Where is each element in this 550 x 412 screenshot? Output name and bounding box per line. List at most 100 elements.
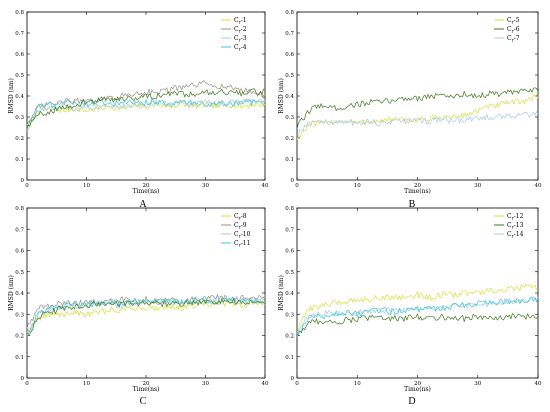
y-tick-label: 0.3 [285,115,294,121]
panel-A: 0 0.1 0.2 0.3 0.4 0.5 0.6 0.7 0.8 0 10 20 30 40 RMSD (… [8,10,269,195]
y-tick-label: 0 [21,376,25,382]
x-tick-label: 40 [262,381,269,387]
y-tick-label: 0.5 [285,73,294,79]
y-tick-label: 0.7 [285,31,294,37]
panel-C: 0 0.1 0.2 0.3 0.4 0.5 0.6 0.7 0.8 0 10 20 30 40 RMSD (… [8,206,269,393]
y-tick-label: 0.2 [15,136,24,142]
y-tick-label: 0.1 [285,157,294,163]
x-axis-title: Time(ns) [133,188,160,195]
y-tick-label: 0.1 [285,355,294,361]
legend-entry: Cr-7 [507,35,520,44]
x-tick-label: 10 [354,183,361,189]
x-tick-label: 20 [414,183,421,189]
y-tick-label: 0.8 [285,206,294,212]
legend-entry: Cr-14 [507,231,524,240]
legend-entry: Cr-2 [234,26,247,35]
x-tick-label: 20 [143,183,150,189]
plot-frame [296,11,539,181]
series-line-Cr-ref [26,88,266,130]
series-line-Cr-8 [26,300,266,333]
series-line-Cr-ref [26,298,266,337]
panel-letter: C [140,396,147,407]
x-tick-label: 30 [202,381,209,387]
series-line-Cr-7 [296,111,539,136]
x-tick-label: 0 [295,381,299,387]
y-tick-label: 0.8 [15,10,24,16]
x-tick-label: 0 [25,183,29,189]
panel-letter: B [409,199,416,210]
plot-frame [26,11,266,181]
x-tick-label: 10 [354,381,361,387]
y-axis-title: RMSD (nm) [278,275,285,311]
y-tick-label: 0.4 [285,291,294,297]
x-axis-title: Time(ns) [404,386,431,393]
y-axis-title: RMSD (nm) [8,275,15,311]
legend-entry: Cr-3 [234,35,247,44]
series-line-Cr-6 [296,87,539,129]
y-tick-label: 0.1 [15,355,24,361]
legend-entry: Cr-1 [234,17,247,26]
x-tick-label: 0 [25,381,29,387]
legend-entry: Cr-6 [507,26,520,35]
y-tick-label: 0.6 [15,52,24,58]
y-tick-label: 0.1 [15,157,24,163]
series-line-Cr-cyan [296,297,539,337]
y-tick-label: 0.6 [15,249,24,255]
y-tick-label: 0.2 [15,334,24,340]
y-tick-label: 0.4 [285,94,294,100]
y-tick-label: 0.4 [15,94,24,100]
series-line-Cr-11 [26,296,266,335]
y-tick-label: 0.8 [285,10,294,16]
series-line-Cr-3 [26,98,266,132]
y-tick-label: 0 [291,376,295,382]
legend-entry: Cr-4 [234,44,247,53]
x-tick-label: 40 [535,183,542,189]
x-tick-label: 30 [202,183,209,189]
y-tick-label: 0.2 [285,334,294,340]
y-tick-label: 0.7 [15,227,24,233]
y-tick-label: 0.5 [15,270,24,276]
x-tick-label: 40 [535,381,542,387]
panel-letter: D [408,396,415,407]
y-tick-label: 0.2 [285,136,294,142]
y-tick-label: 0.3 [285,312,294,318]
series-line-Cr-9 [26,294,266,329]
y-tick-label: 0.5 [285,270,294,276]
series-line-Cr-13 [296,313,539,337]
panel-letter: A [139,199,147,210]
legend-entry: Cr-5 [507,17,520,26]
y-tick-label: 0.7 [15,31,24,37]
legend-entry: Cr-12 [507,213,524,222]
x-tick-label: 30 [474,381,481,387]
legend-entry: Cr-9 [234,222,247,231]
y-tick-label: 0.8 [15,206,24,212]
y-axis-title: RMSD (nm) [278,78,285,114]
series-line-Cr-12 [296,283,539,333]
panel-B: 0 0.1 0.2 0.3 0.4 0.5 0.6 0.7 0.8 0 10 20 30 40 RMSD (… [278,10,542,195]
x-tick-label: 40 [262,183,269,189]
x-tick-label: 10 [83,381,90,387]
y-tick-label: 0.5 [15,73,24,79]
y-tick-label: 0.7 [285,227,294,233]
y-tick-label: 0.3 [15,115,24,121]
legend-entry: Cr-10 [234,231,251,240]
legend-entry: Cr-13 [507,222,524,231]
x-axis-title: Time(ns) [404,188,431,195]
y-tick-label: 0.4 [15,291,24,297]
x-tick-label: 10 [83,183,90,189]
y-axis-title: RMSD (nm) [8,78,15,114]
legend-entry: Cr-8 [234,213,247,222]
x-tick-label: 20 [143,381,150,387]
x-axis-title: Time(ns) [133,386,160,393]
legend-entry: Cr-11 [234,240,250,249]
y-tick-label: 0 [21,178,25,184]
x-tick-label: 20 [414,381,421,387]
series-line-Cr-14 [296,296,539,335]
y-tick-label: 0 [291,178,295,184]
y-tick-label: 0.6 [285,249,294,255]
y-tick-label: 0.3 [15,312,24,318]
panel-D: 0 0.1 0.2 0.3 0.4 0.5 0.6 0.7 0.8 0 10 20 30 40 RMSD (… [278,206,542,393]
y-tick-label: 0.6 [285,52,294,58]
x-tick-label: 30 [474,183,481,189]
